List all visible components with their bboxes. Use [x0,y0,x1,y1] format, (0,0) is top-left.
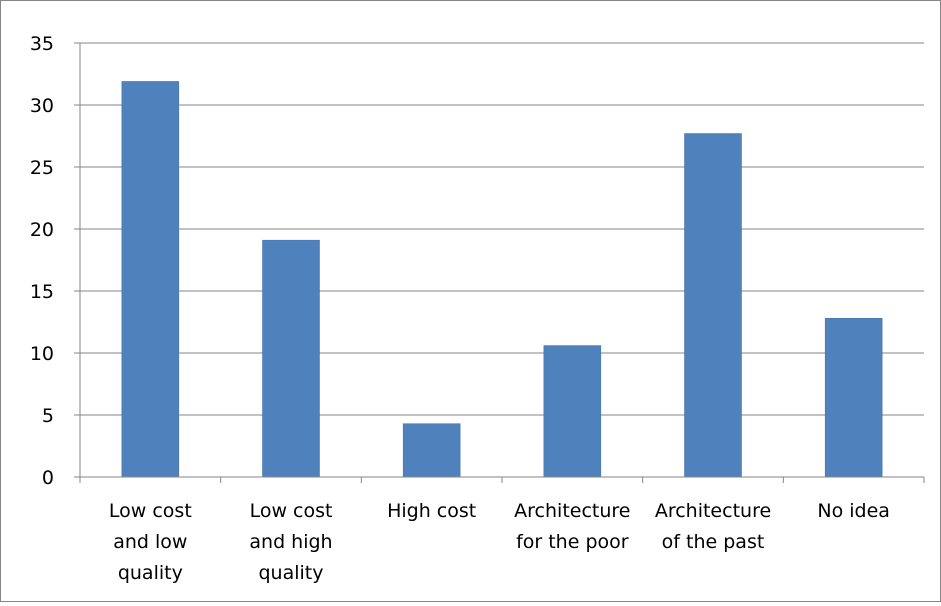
y-tick-labels: 0 5 10 15 20 25 30 35 [30,33,54,489]
x-tick-label: High cost [387,500,476,522]
x-tick-labels: Low cost and low quality Low cost and high qu… [109,500,890,584]
x-tick-label-line: Low cost [109,500,192,522]
x-tick-label: Low cost and high quality [249,500,332,584]
y-tick-label: 0 [42,467,54,489]
bar [543,345,602,478]
bar [684,133,742,478]
x-tick-label-line: No idea [817,500,890,522]
x-tick-label-line: for the poor [516,531,629,553]
x-tick-label-line: quality [118,562,183,584]
axes [74,42,925,483]
x-tick-label-line: Architecture [514,500,630,522]
bar [262,239,320,478]
bar [402,423,461,478]
x-tick-label-line: High cost [387,500,476,522]
y-tick-label: 10 [30,343,54,365]
y-tick-label: 35 [30,33,54,55]
y-tick-label: 30 [30,95,54,117]
y-tick-label: 5 [42,405,54,427]
x-tick-label-line: Low cost [250,500,333,522]
bar [824,318,883,478]
x-tick-label: Low cost and low quality [109,500,192,584]
bars [121,81,883,478]
gridlines [80,42,924,416]
x-tick-label-line: of the past [662,531,765,553]
x-tick-label-line: quality [259,562,324,584]
x-tick-label: Architecture for the poor [514,500,630,553]
y-tick-label: 15 [30,281,54,303]
x-tick-label-line: and low [113,531,187,553]
y-tick-label: 20 [30,219,54,241]
x-tick-label: No idea [817,500,890,522]
bar [121,81,180,478]
x-tick-label: Architecture of the past [655,500,771,553]
x-tick-label-line: Architecture [655,500,771,522]
x-tick-label-line: and high [249,531,332,553]
y-tick-label: 25 [30,157,54,179]
